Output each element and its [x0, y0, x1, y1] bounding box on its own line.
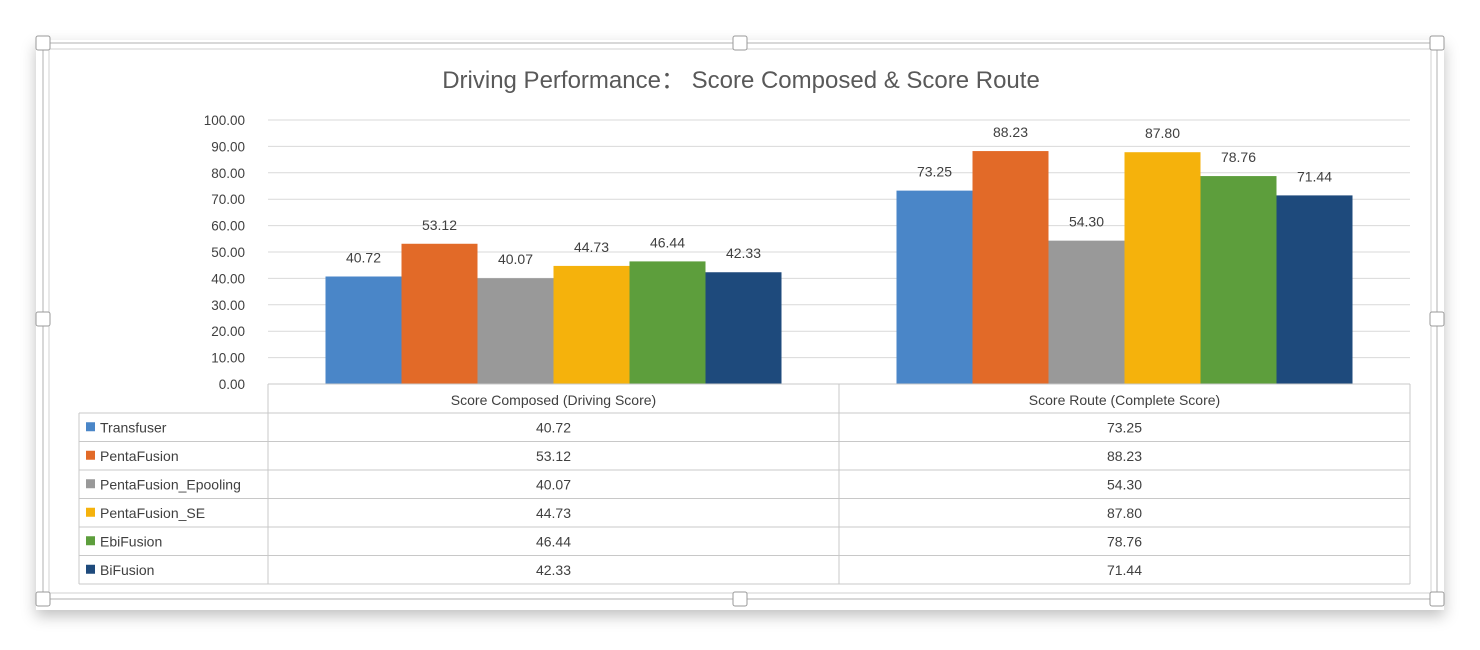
bar	[401, 243, 478, 384]
y-tick-label: 0.00	[219, 377, 245, 392]
data-label: 53.12	[422, 217, 457, 233]
legend-label: PentaFusion	[100, 448, 179, 464]
data-label: 78.76	[1221, 149, 1256, 165]
data-label: 46.44	[650, 234, 685, 250]
table-cell: 71.44	[1107, 562, 1142, 578]
legend-key	[86, 507, 95, 517]
y-tick-label: 40.00	[211, 271, 245, 286]
y-tick-label: 70.00	[211, 192, 245, 207]
bar	[896, 190, 973, 384]
legend-key	[86, 450, 95, 460]
legend-label: BiFusion	[100, 562, 154, 578]
table-cell: 44.73	[536, 505, 571, 521]
y-tick-label: 80.00	[211, 166, 245, 181]
legend-label: PentaFusion_Epooling	[100, 476, 241, 492]
chart-title: Driving Performance： Score Composed & Sc…	[442, 67, 1040, 94]
legend-key	[86, 536, 95, 546]
resize-handle[interactable]	[732, 35, 748, 51]
table-header-cell: Score Route (Complete Score)	[1029, 392, 1220, 408]
y-tick-label: 50.00	[211, 245, 245, 260]
data-label: 54.30	[1069, 214, 1104, 230]
resize-handles	[35, 35, 1445, 607]
table-cell: 40.07	[536, 476, 571, 492]
bar	[629, 261, 706, 384]
table-cell: 46.44	[536, 533, 571, 549]
bar	[1048, 240, 1125, 384]
data-label: 40.07	[498, 251, 533, 267]
y-tick-label: 20.00	[211, 324, 245, 339]
data-label: 42.33	[726, 245, 761, 261]
legend-key	[86, 479, 95, 489]
y-axis-ticks: 0.00 10.00 20.00 30.00 40.00 50.00 60.00 70.00 8…	[204, 113, 245, 392]
y-tick-label: 100.00	[204, 113, 245, 128]
data-label: 44.73	[574, 239, 609, 255]
y-tick-label: 30.00	[211, 298, 245, 313]
legend-key	[86, 564, 95, 574]
table-cell: 54.30	[1107, 476, 1142, 492]
resize-handle[interactable]	[1429, 591, 1445, 607]
data-label: 40.72	[346, 249, 381, 265]
data-label: 88.23	[993, 124, 1028, 140]
resize-handle[interactable]	[35, 35, 51, 51]
table-cell: 87.80	[1107, 505, 1142, 521]
y-tick-label: 60.00	[211, 219, 245, 234]
table-cell: 78.76	[1107, 533, 1142, 549]
data-label: 73.25	[917, 164, 952, 180]
table-cell: 53.12	[536, 448, 571, 464]
bar	[553, 265, 630, 384]
bar	[477, 278, 554, 384]
table-cell: 40.72	[536, 419, 571, 435]
bar	[972, 151, 1049, 384]
data-label: 71.44	[1297, 168, 1332, 184]
bar	[1200, 176, 1277, 384]
table-cell: 88.23	[1107, 448, 1142, 464]
legend-label: PentaFusion_SE	[100, 505, 205, 521]
data-labels: 40.72 53.12 40.07 44.73 46.44 42.33 73.25 88.23…	[346, 124, 1332, 267]
resize-handle[interactable]	[35, 591, 51, 607]
resize-handle[interactable]	[1429, 35, 1445, 51]
data-table: Score Composed (Driving Score) Score Rout…	[78, 383, 1411, 585]
table-header-cell: Score Composed (Driving Score)	[451, 392, 656, 408]
legend-label: Transfuser	[100, 419, 167, 435]
resize-handle[interactable]	[1429, 311, 1445, 327]
y-tick-label: 10.00	[211, 351, 245, 366]
resize-handle[interactable]	[35, 311, 51, 327]
legend-key	[86, 422, 95, 432]
data-label: 87.80	[1145, 125, 1180, 141]
legend-label: EbiFusion	[100, 533, 162, 549]
resize-handle[interactable]	[732, 591, 748, 607]
y-tick-label: 90.00	[211, 139, 245, 154]
bar	[1124, 152, 1201, 384]
bar	[325, 276, 402, 384]
table-cell: 42.33	[536, 562, 571, 578]
bar	[1276, 195, 1353, 384]
bar	[705, 272, 782, 384]
bars	[325, 151, 1353, 384]
table-cell: 73.25	[1107, 419, 1142, 435]
